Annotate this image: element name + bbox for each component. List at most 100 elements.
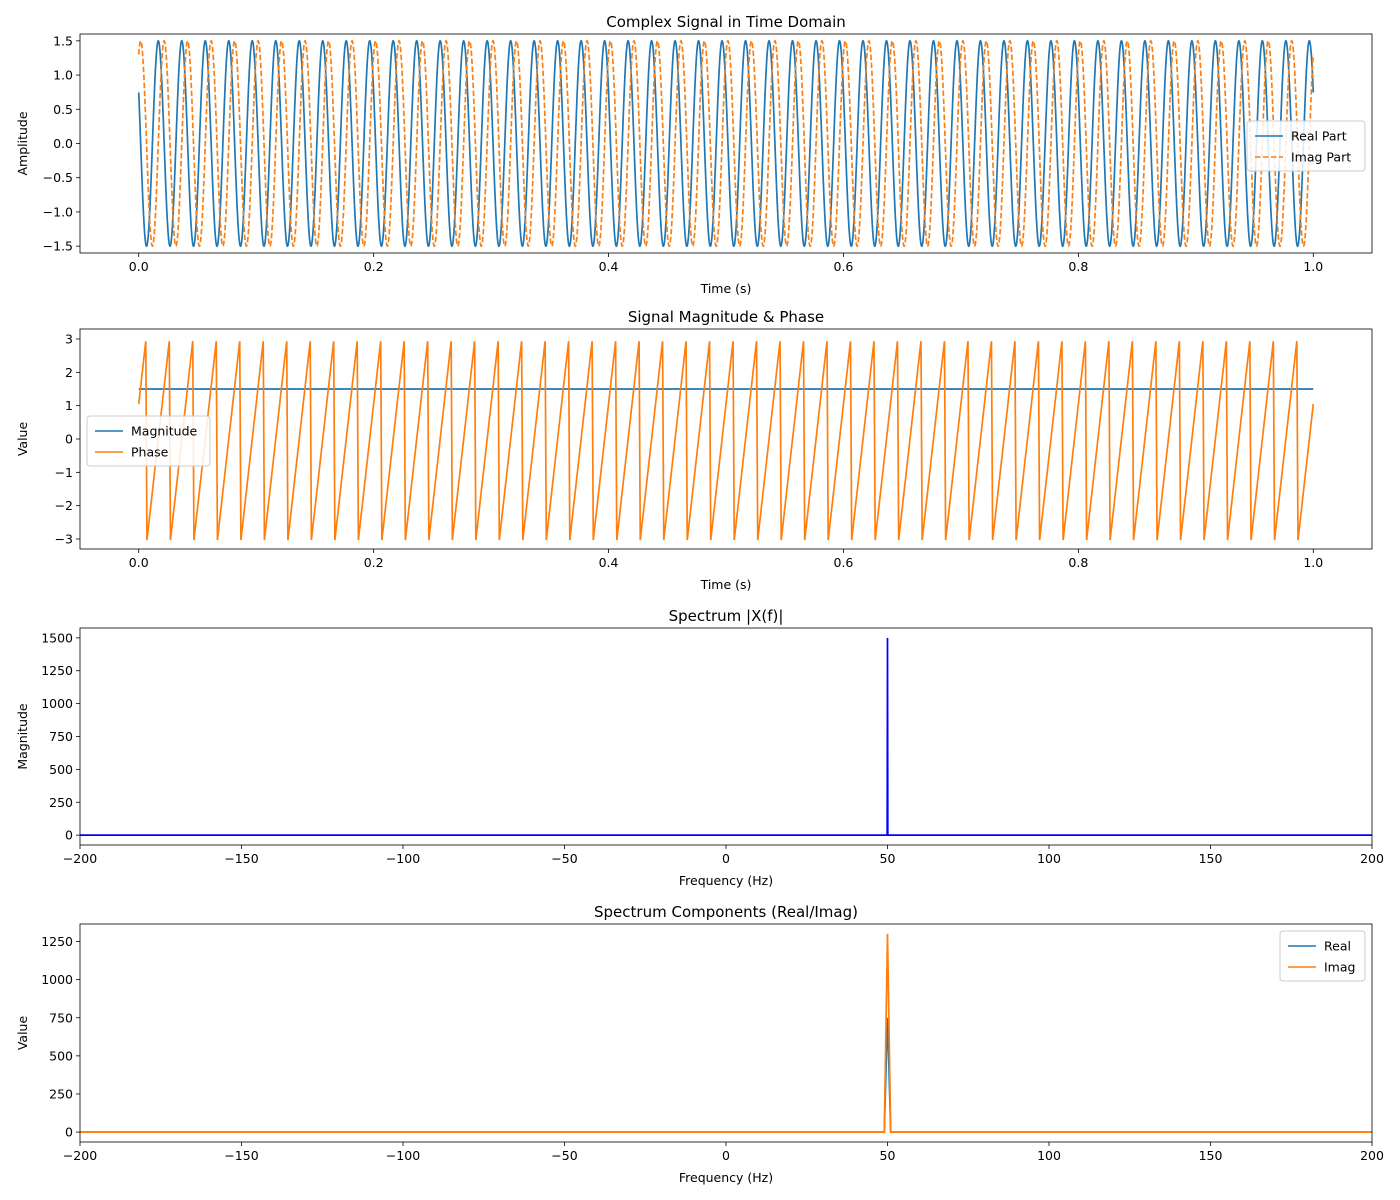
y-tick-label: 0 (65, 828, 73, 843)
x-tick-label: 1.0 (1303, 555, 1323, 570)
x-tick-label: 0 (722, 851, 730, 866)
y-tick-label: −1 (55, 465, 73, 480)
x-tick-label: 0.2 (364, 259, 384, 274)
y-tick-label: 3 (65, 332, 73, 347)
y-tick-label: 750 (49, 1010, 73, 1025)
legend-label: Imag (1324, 960, 1355, 975)
y-tick-label: −3 (55, 532, 73, 547)
axes-frame (79, 627, 1373, 846)
legend-label: Phase (131, 445, 169, 460)
y-tick-label: 0.5 (53, 102, 73, 117)
plot-area (137, 39, 1315, 248)
x-tick-label: −150 (224, 851, 258, 866)
x-tick-label: −200 (63, 1148, 97, 1163)
chart-title: Spectrum Components (Real/Imag) (594, 903, 858, 921)
y-tick-label: 2 (65, 365, 73, 380)
x-tick-label: 150 (1199, 1148, 1223, 1163)
y-axis-label: Value (15, 422, 30, 457)
legend-label: Magnitude (131, 424, 198, 439)
series-line-real (80, 1017, 1372, 1133)
x-axis-label: Time (s) (700, 281, 752, 296)
legend: Magnitude Phase (86, 415, 211, 467)
x-axis-label: Time (s) (700, 577, 752, 592)
subplot-1: Complex Signal in Time Domain 0.0 0.2 0.4 0.… (15, 13, 1373, 296)
x-tick-label: 100 (1037, 851, 1061, 866)
legend-label: Imag Part (1291, 150, 1351, 165)
x-tick-label: 0.6 (834, 555, 854, 570)
legend: Real Imag (1279, 930, 1366, 982)
y-axis-label: Amplitude (15, 111, 30, 175)
legend-frame (1246, 120, 1366, 172)
y-tick-label: 250 (49, 1086, 73, 1101)
y-tick-label: 1.0 (53, 68, 73, 83)
x-tick-label: −50 (551, 851, 577, 866)
subplot-4: Spectrum Components (Real/Imag) −200 −150 −… (15, 903, 1384, 1185)
x-tick-label: 200 (1360, 1148, 1384, 1163)
y-tick-label: 250 (49, 795, 73, 810)
y-tick-label: 0 (65, 1125, 73, 1140)
y-axis-label: Value (15, 1016, 30, 1051)
series-line-real-part (137, 39, 1315, 248)
x-tick-label: 150 (1199, 851, 1223, 866)
legend: Real Part Imag Part (1246, 120, 1366, 172)
axes-frame (79, 33, 1373, 254)
x-tick-label: 0.4 (599, 259, 619, 274)
y-tick-label: −1.0 (43, 204, 73, 219)
x-tick-label: −50 (551, 1148, 577, 1163)
x-tick-label: −200 (63, 851, 97, 866)
y-tick-label: 750 (49, 729, 73, 744)
series-line-spectrum (80, 637, 1372, 836)
x-tick-label: 200 (1360, 851, 1384, 866)
x-tick-label: 0.6 (834, 259, 854, 274)
x-tick-label: 0.0 (129, 555, 149, 570)
x-tick-label: 0.8 (1068, 555, 1088, 570)
y-tick-label: −2 (55, 498, 73, 513)
x-tick-label: 0 (722, 1148, 730, 1163)
chart-title: Complex Signal in Time Domain (606, 13, 846, 31)
y-axis-label: Magnitude (15, 703, 30, 770)
x-tick-label: 1.0 (1303, 259, 1323, 274)
axes-frame (79, 328, 1373, 550)
y-tick-label: 1250 (41, 934, 73, 949)
y-tick-label: 0 (65, 432, 73, 447)
legend-frame (1279, 930, 1366, 982)
x-tick-label: 100 (1037, 1148, 1061, 1163)
y-tick-label: 500 (49, 762, 73, 777)
x-tick-label: 0.0 (129, 259, 149, 274)
y-tick-label: −0.5 (43, 170, 73, 185)
legend-label: Real (1324, 939, 1351, 954)
y-tick-label: 0.0 (53, 136, 73, 151)
chart-title: Signal Magnitude & Phase (628, 308, 824, 326)
y-tick-label: 1250 (41, 663, 73, 678)
legend-frame (86, 415, 211, 467)
y-tick-label: 1500 (41, 630, 73, 645)
x-tick-label: 0.8 (1068, 259, 1088, 274)
series-line-imag (80, 933, 1372, 1133)
x-tick-label: −100 (386, 851, 420, 866)
subplot-3: Spectrum |X(f)| −200 −150 −100 −50 0 50 100 150 2… (15, 607, 1384, 888)
plot-area (137, 341, 1315, 541)
x-tick-label: 0.2 (364, 555, 384, 570)
x-axis-label: Frequency (Hz) (679, 873, 773, 888)
y-tick-label: 1.5 (53, 33, 73, 48)
series-line-imag-part (137, 39, 1315, 248)
legend-label: Real Part (1291, 129, 1347, 144)
y-tick-label: 1000 (41, 696, 73, 711)
x-axis-label: Frequency (Hz) (679, 1170, 773, 1185)
subplot-2: Signal Magnitude & Phase 0.0 0.2 0.4 0.6 0.8 1… (15, 308, 1373, 592)
y-tick-label: −1.5 (43, 239, 73, 254)
y-tick-label: 1000 (41, 972, 73, 987)
x-tick-label: 50 (880, 1148, 896, 1163)
x-tick-label: 0.4 (599, 555, 619, 570)
axes-frame (79, 923, 1373, 1143)
plot-area (80, 637, 1372, 836)
x-tick-label: −100 (386, 1148, 420, 1163)
x-tick-label: −150 (224, 1148, 258, 1163)
x-tick-label: 50 (880, 851, 896, 866)
series-line-phase (137, 341, 1315, 541)
chart-title: Spectrum |X(f)| (669, 607, 784, 625)
y-tick-label: 500 (49, 1048, 73, 1063)
y-tick-label: 1 (65, 398, 73, 413)
plot-area (80, 933, 1372, 1133)
